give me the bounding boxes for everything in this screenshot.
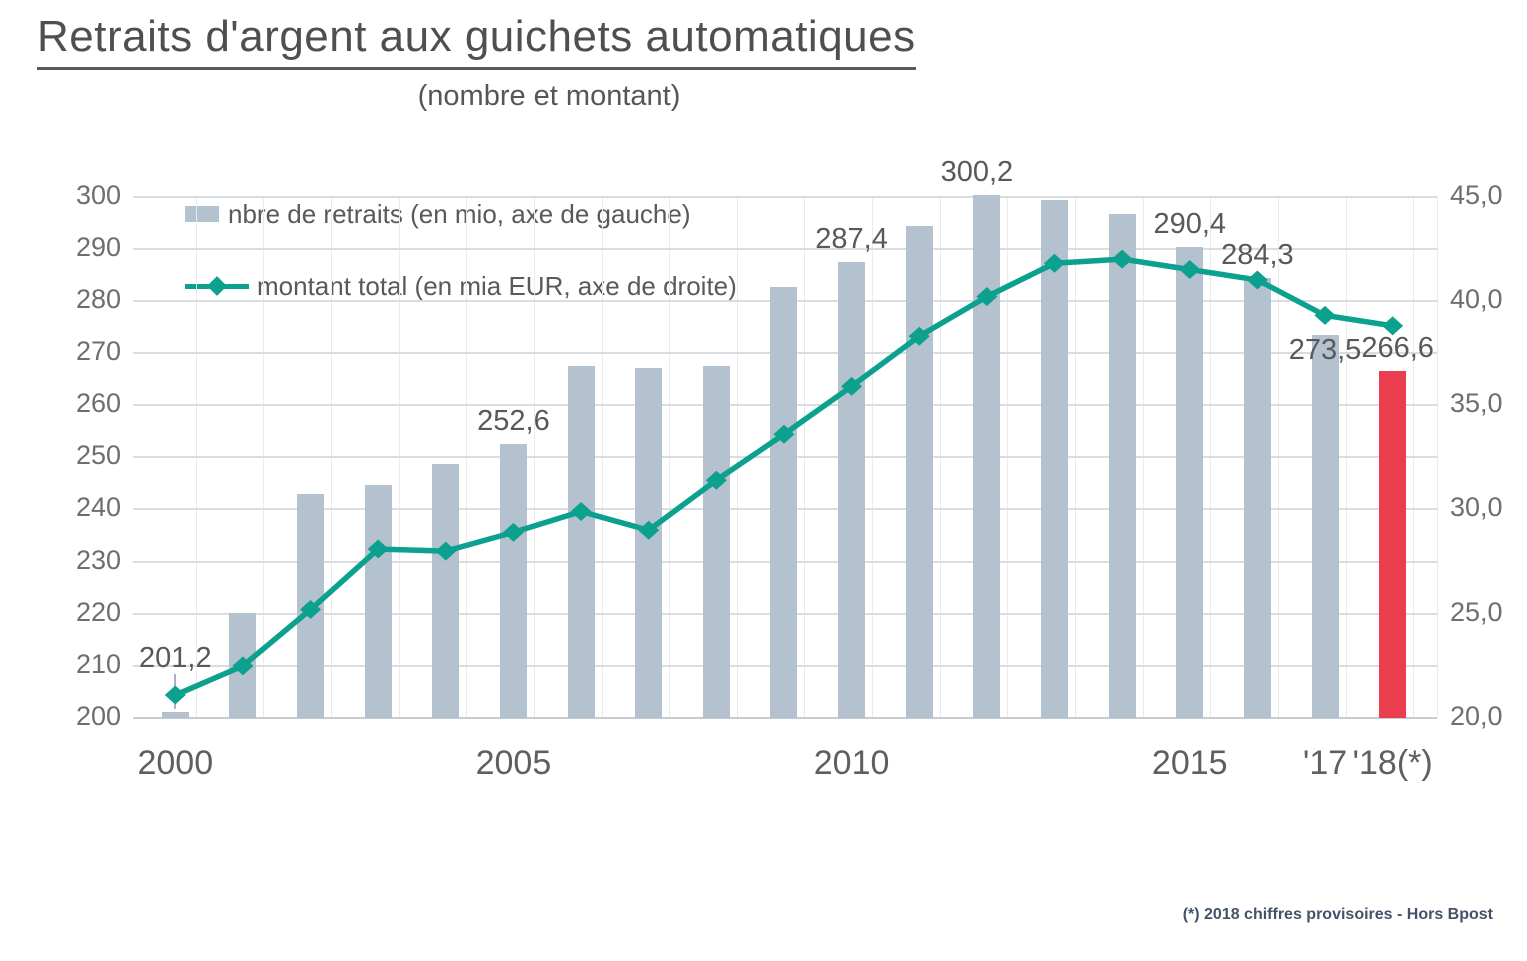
data-label-2005: 252,6 <box>477 404 550 437</box>
label-leader-line <box>174 674 177 709</box>
x-axis-tick-2015: 2015 <box>1151 744 1228 782</box>
x-axis-tick-2000: 2000 <box>137 744 214 782</box>
horizontal-gridline <box>133 247 1437 250</box>
horizontal-gridline <box>133 195 1437 198</box>
x-axis-tick-2005: 2005 <box>475 744 552 782</box>
line-marker-2017 <box>1314 305 1336 325</box>
bar-2018 <box>1379 370 1407 718</box>
right-axis-tick: 30,0 <box>1450 492 1503 523</box>
data-label-2012: 300,2 <box>940 156 1014 189</box>
left-axis-tick: 230 <box>75 544 121 575</box>
data-label-2017: 273,5 <box>1288 334 1362 366</box>
bar-2005 <box>499 443 527 718</box>
chart-subtitle: (nombre et montant) <box>417 80 681 112</box>
left-axis-tick: 280 <box>75 283 121 314</box>
data-label-2018: 266,6 <box>1361 331 1434 364</box>
right-axis-tick: 25,0 <box>1450 596 1503 627</box>
right-axis-tick: 20,0 <box>1450 701 1503 731</box>
data-label-2010: 287,4 <box>815 223 888 256</box>
bar-2013 <box>1040 199 1068 718</box>
x-axis-tick-2010: 2010 <box>813 744 890 782</box>
data-label-2000: 201,2 <box>139 642 212 674</box>
left-axis-tick: 200 <box>75 701 121 731</box>
bar-2017 <box>1311 334 1339 718</box>
bar-2000 <box>161 711 189 718</box>
data-label-2016: 284,3 <box>1221 239 1294 272</box>
left-axis-tick: 210 <box>75 648 121 679</box>
bar-2015 <box>1176 246 1204 718</box>
bar-2011 <box>905 225 933 718</box>
left-axis-tick: 270 <box>75 335 121 366</box>
x-axis-tick-18: '18(*) <box>1352 744 1433 782</box>
bar-2008 <box>702 365 730 718</box>
left-axis-tick: 260 <box>75 388 121 419</box>
bar-2009 <box>770 287 798 718</box>
right-axis-tick: 40,0 <box>1450 283 1503 314</box>
bar-2004 <box>432 463 460 718</box>
plot-right-border <box>1437 196 1438 718</box>
line-series-swatch-icon <box>185 276 249 296</box>
legend-bar-label: nbre de retraits (en mio, axe de gauche) <box>228 198 691 229</box>
x-axis-tick-17: '17 <box>1302 744 1348 782</box>
right-axis-tick: 35,0 <box>1450 388 1503 419</box>
left-axis-tick: 290 <box>75 231 121 262</box>
bar-2010 <box>838 262 866 718</box>
horizontal-gridline <box>133 717 1437 719</box>
legend-item-line: montant total (en mia EUR, axe de droite… <box>185 269 737 303</box>
left-axis-tick: 250 <box>75 440 121 471</box>
bar-2003 <box>364 485 392 718</box>
bar-2007 <box>635 368 663 718</box>
legend-item-bars: nbre de retraits (en mio, axe de gauche) <box>185 197 690 231</box>
left-axis-tick: 300 <box>75 179 121 210</box>
chart-title: Retraits d'argent aux guichets automatiq… <box>37 12 916 70</box>
footnote: (*) 2018 chiffres provisoires - Hors Bpo… <box>1182 906 1493 923</box>
bar-2014 <box>1108 213 1136 718</box>
data-label-2015: 290,4 <box>1153 207 1227 240</box>
left-axis-tick: 240 <box>75 492 121 523</box>
legend-line-label: montant total (en mia EUR, axe de droite… <box>257 270 737 301</box>
bar-2012 <box>973 195 1001 718</box>
bar-2002 <box>297 493 325 718</box>
left-axis-tick: 220 <box>75 596 121 627</box>
right-axis-tick: 45,0 <box>1450 179 1503 210</box>
bar-series-swatch-icon <box>185 206 219 222</box>
